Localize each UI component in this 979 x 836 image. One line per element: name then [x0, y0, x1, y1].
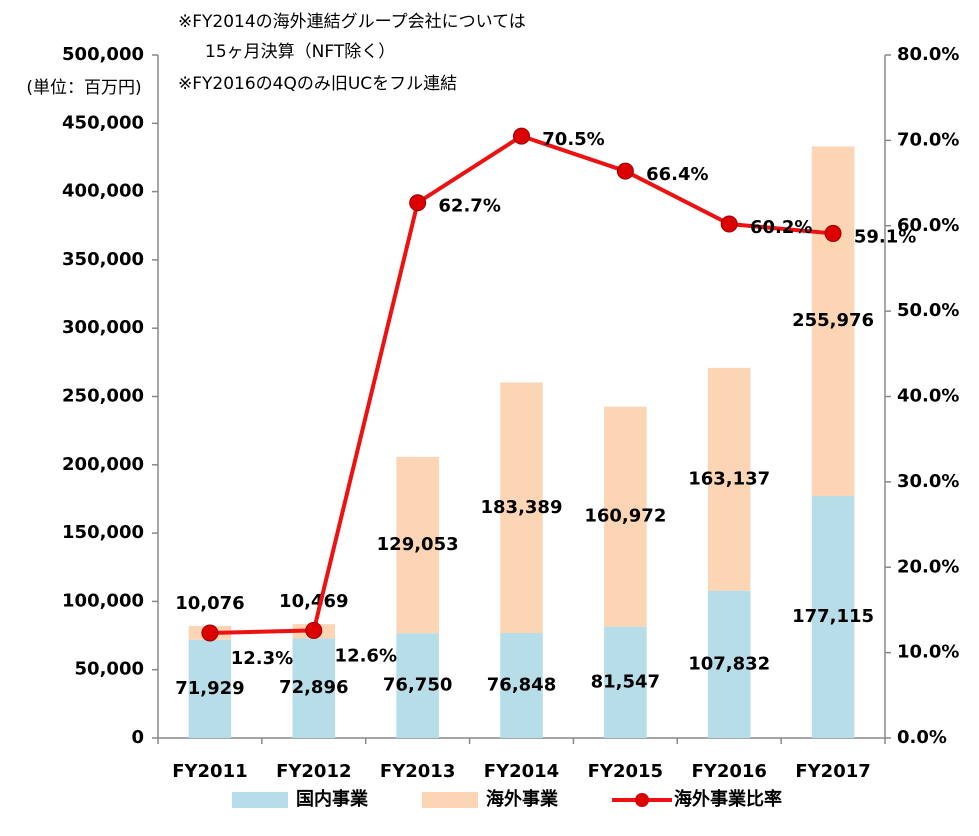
- y2-tick-label: 40.0%: [897, 386, 959, 407]
- data-label: 177,115: [792, 606, 874, 627]
- data-label: 72,896: [279, 677, 348, 698]
- line-marker: [616, 162, 634, 180]
- line-marker: [409, 194, 427, 212]
- data-label: 66.4%: [646, 164, 708, 185]
- y-tick-label: 0: [131, 727, 144, 748]
- bar-segment: [292, 638, 336, 738]
- y2-tick-label: 60.0%: [897, 215, 959, 236]
- annotation: 15ヶ月決算（NFT除く）: [205, 42, 395, 62]
- data-label: 10,469: [279, 591, 348, 612]
- bar-segment: [707, 590, 751, 738]
- data-label: 59.1%: [854, 226, 916, 247]
- legend-label: 国内事業: [296, 788, 369, 810]
- data-label: 81,547: [591, 671, 660, 692]
- y-tick-label: 350,000: [62, 249, 144, 270]
- bar-segment: [396, 456, 439, 634]
- bar-segment: [500, 382, 543, 634]
- data-label: 183,389: [481, 497, 563, 518]
- data-label: 107,832: [688, 653, 770, 674]
- bar-segment: [811, 146, 855, 497]
- annotation: ※FY2016の4Qのみ旧UCをフル連結: [178, 74, 457, 94]
- line-marker: [824, 224, 842, 242]
- bar-segment: [707, 367, 751, 591]
- data-label: 60.2%: [750, 217, 812, 238]
- data-label: 10,076: [175, 593, 244, 614]
- legend-marker: [635, 793, 649, 807]
- data-label: 76,848: [487, 675, 556, 696]
- x-tick-label: FY2015: [588, 761, 663, 782]
- y2-tick-label: 0.0%: [897, 727, 947, 748]
- y2-tick-label: 20.0%: [897, 556, 959, 577]
- line-marker: [201, 624, 219, 642]
- line-marker: [720, 215, 738, 233]
- bar-segment: [188, 639, 232, 738]
- y-tick-label: 250,000: [62, 386, 144, 407]
- data-label: 71,929: [175, 678, 244, 699]
- y-tick-label: 300,000: [62, 317, 144, 338]
- bar-segment: [811, 496, 855, 738]
- bar-segment: [604, 406, 647, 627]
- line-marker: [305, 621, 323, 639]
- annotation: ※FY2014の海外連結グループ会社については: [178, 12, 526, 32]
- x-tick-label: FY2016: [691, 761, 766, 782]
- x-tick-label: FY2012: [276, 761, 351, 782]
- bar-segment: [396, 633, 439, 738]
- y-tick-label: 400,000: [62, 181, 144, 202]
- y2-tick-label: 70.0%: [897, 129, 959, 150]
- bar-segment: [604, 626, 647, 738]
- x-tick-label: FY2017: [795, 761, 870, 782]
- y2-tick-label: 30.0%: [897, 471, 959, 492]
- y-tick-label: 500,000: [62, 44, 144, 65]
- data-label: 160,972: [584, 506, 666, 527]
- line-marker: [513, 127, 530, 145]
- data-label: 12.3%: [231, 648, 293, 669]
- data-label: 62.7%: [438, 196, 500, 217]
- legend-swatch: [422, 792, 478, 808]
- y-tick-label: 150,000: [62, 522, 144, 543]
- data-label: 12.6%: [335, 645, 397, 666]
- y2-tick-label: 80.0%: [897, 44, 959, 65]
- y2-tick-label: 10.0%: [897, 642, 959, 663]
- y-tick-label: 200,000: [62, 454, 144, 475]
- legend-label: 海外事業比率: [674, 788, 782, 810]
- legend-swatch: [232, 792, 288, 808]
- y-tick-label: 450,000: [62, 112, 144, 133]
- x-tick-label: FY2011: [172, 761, 247, 782]
- x-tick-label: FY2014: [484, 761, 559, 782]
- data-label: 163,137: [688, 468, 770, 489]
- y2-tick-label: 50.0%: [897, 300, 959, 321]
- data-label: 70.5%: [542, 129, 604, 150]
- data-label: 76,750: [383, 675, 452, 696]
- x-tick-label: FY2013: [380, 761, 455, 782]
- bar-segment: [500, 633, 543, 738]
- data-label: 255,976: [792, 310, 874, 331]
- y-tick-label: 50,000: [75, 659, 144, 680]
- legend-label: 海外事業: [486, 788, 559, 810]
- y-tick-label: 100,000: [62, 590, 144, 611]
- unit-label: (単位：百万円): [26, 78, 141, 98]
- data-label: 129,053: [377, 534, 459, 555]
